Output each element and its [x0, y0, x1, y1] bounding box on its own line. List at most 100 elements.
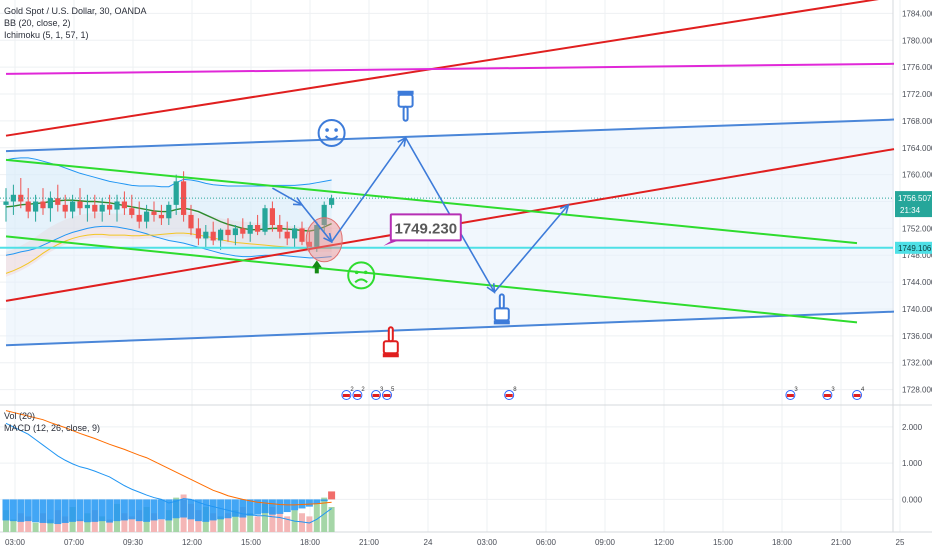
event-count: 3 [831, 387, 835, 393]
event-count: 3 [380, 387, 384, 393]
event-count: 8 [513, 387, 517, 393]
candle-body [3, 201, 9, 205]
volume-bar [47, 519, 54, 532]
highlight-ellipse [305, 217, 343, 263]
pointing-hand-up-icon [493, 293, 510, 325]
volume-bar [165, 510, 172, 532]
candle-body [99, 204, 105, 212]
red-trendline-1 [5, 0, 880, 137]
legend-ichimoku[interactable]: Ichimoku (5, 1, 57, 1) [4, 30, 89, 40]
legend-vol[interactable]: Vol (20) [4, 411, 36, 421]
time-tick-label: 03:00 [477, 538, 498, 547]
axes: 1784.000 1780.000 1776.000 1772.000 1768.000… [5, 9, 932, 547]
ichimoku-line [5, 232, 332, 274]
event-flag-stripe [853, 394, 861, 397]
candle-body [210, 231, 216, 241]
candle-body [292, 228, 298, 239]
hand-cuff [382, 353, 399, 358]
candle-body [144, 211, 150, 222]
time-tick-label: 21:00 [831, 538, 852, 547]
forecast-arrowhead [559, 203, 570, 214]
pointing-hand-down-icon [397, 90, 414, 122]
macd-histogram-bar [298, 499, 306, 509]
volume-bar [121, 513, 128, 532]
candle-body [314, 225, 320, 248]
candle-body [10, 194, 16, 202]
macd-histogram-bar [202, 499, 210, 522]
candle-body [166, 204, 172, 219]
green-up-arrow-icon [311, 260, 322, 274]
candle-body [329, 198, 335, 205]
legend-macd[interactable]: MACD (12, 26, close, 9) [4, 423, 101, 433]
legend-symbol[interactable]: Gold Spot / U.S. Dollar, 30, OANDA [4, 6, 147, 16]
macd-histogram-bar [54, 499, 62, 525]
candle-body [18, 194, 24, 202]
macd-histogram-bar [268, 499, 276, 515]
drawings: 1749.230 2 2 3 5 8 3 3 4 [0, 0, 895, 400]
price-tick-label: 1764.000 [902, 144, 932, 153]
last-price-box [895, 191, 932, 218]
macd-tick-label: 1.000 [902, 459, 923, 468]
smiley-mouth [324, 135, 339, 140]
candle-body [129, 208, 135, 215]
candle-body [240, 228, 246, 234]
happy-smiley-icon [317, 118, 346, 147]
candle-body [232, 228, 238, 236]
volume-bar [276, 513, 283, 532]
candle-body [62, 204, 68, 212]
volume-bar [210, 513, 217, 532]
volume-bar [3, 510, 9, 532]
event-flag-icon: 3 [822, 387, 835, 400]
macd-histogram-bar [320, 499, 328, 502]
macd-histogram-bar [128, 499, 136, 520]
volume-bar [306, 516, 313, 532]
time-tick-label: 06:00 [536, 538, 557, 547]
hand-cuff [397, 90, 414, 95]
hand-palm [382, 340, 399, 355]
macd-histogram-bar [2, 499, 10, 521]
price-tick-label: 1748.000 [902, 251, 932, 260]
macd-histogram-bar [276, 499, 284, 514]
candle-body [40, 201, 46, 209]
macd-histogram-bar [157, 499, 165, 520]
macd-histogram-bar [194, 499, 202, 522]
price-tick-label: 1780.000 [902, 36, 932, 45]
price-tick-label: 1760.000 [902, 171, 932, 180]
macd-tick-label: 2.000 [902, 423, 923, 432]
event-count: 3 [794, 387, 798, 393]
macd-histogram-bar [143, 499, 151, 522]
price-pane [3, 157, 335, 277]
event-flag-icon: 5 [382, 387, 395, 400]
event-flag-icon: 2 [352, 387, 365, 400]
macd-histogram-bar [39, 499, 47, 523]
hand-finger [402, 105, 409, 122]
indicator-pane [2, 410, 336, 532]
macd-histogram-bar [209, 499, 217, 521]
price-tick-label: 1732.000 [902, 359, 932, 368]
hand-cuff [493, 320, 510, 325]
volume-bar [247, 513, 254, 532]
volume-bar [217, 516, 224, 532]
candle-body [25, 201, 31, 212]
candle-body [225, 229, 231, 236]
time-tick-label: 21:00 [359, 538, 380, 547]
macd-histogram-bar [69, 499, 77, 522]
candle-body [255, 225, 261, 232]
candle-body [247, 225, 253, 234]
event-count: 4 [861, 387, 865, 393]
hand-finger [498, 293, 505, 310]
candle-body [203, 231, 209, 239]
event-flag-icon: 2 [341, 387, 354, 400]
macd-histogram-bar [283, 499, 291, 513]
legend-bb[interactable]: BB (20, close, 2) [4, 18, 71, 28]
volume-bar [232, 510, 239, 532]
volume-bar [158, 519, 165, 532]
volume-bar [254, 516, 261, 532]
signal-line [5, 410, 332, 506]
candle-body [218, 229, 224, 241]
volume-bar [10, 519, 17, 532]
macd-histogram-bar [83, 499, 91, 523]
callout-price: 1749.230 [395, 220, 458, 237]
time-tick-label: 09:30 [123, 538, 144, 547]
